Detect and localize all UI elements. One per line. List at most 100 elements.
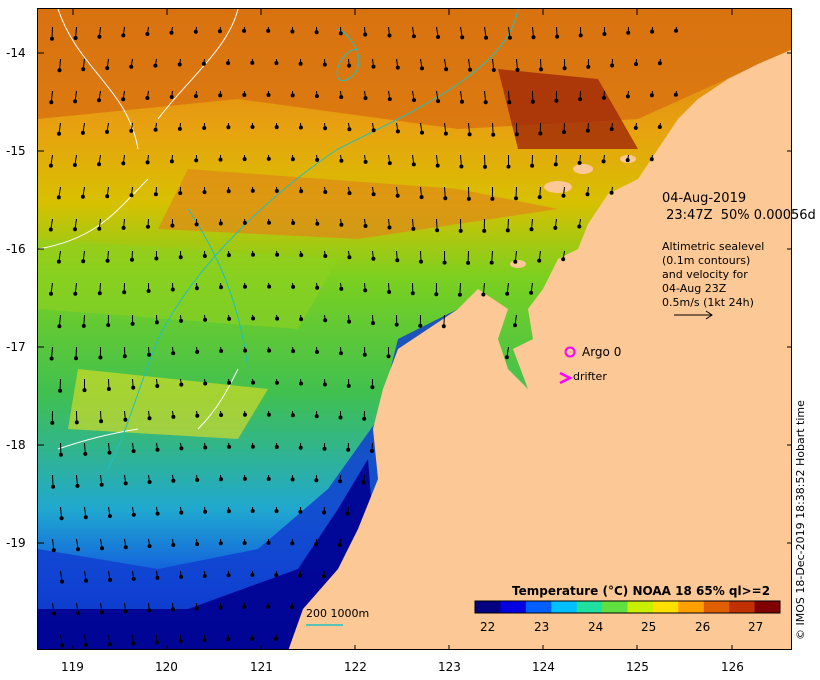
velocity-arrow-head [555, 34, 560, 39]
velocity-arrow-head [530, 163, 535, 168]
velocity-arrow-head [57, 324, 62, 329]
velocity-arrow-head [489, 260, 494, 265]
velocity-arrow-head [169, 30, 174, 35]
velocity-arrow-head [179, 382, 184, 387]
velocity-arrow-head [218, 221, 223, 226]
velocity-arrow-head [50, 420, 55, 425]
lon-label: 119 [61, 660, 84, 674]
velocity-arrow-head [459, 164, 464, 169]
velocity-arrow-head [146, 224, 150, 229]
velocity-arrow-head [202, 126, 207, 130]
velocity-arrow-head [468, 67, 473, 72]
velocity-arrow-head [633, 125, 638, 130]
velocity-arrow-head [219, 349, 224, 353]
velocity-arrow-head [179, 446, 184, 451]
velocity-arrow-head [107, 514, 112, 519]
velocity-arrow-head [123, 417, 128, 422]
velocity-arrow-head [121, 97, 126, 102]
velocity-arrow-head [347, 191, 352, 196]
velocity-arrow-head [74, 420, 79, 425]
velocity-arrow-head [74, 356, 78, 361]
velocity-arrow-head [170, 223, 175, 228]
velocity-arrow-head [649, 93, 654, 98]
velocity-arrow-head [227, 380, 232, 385]
velocity-arrow-head [314, 542, 319, 547]
velocity-arrow-head [290, 477, 295, 482]
velocity-arrow-head [345, 511, 350, 516]
velocity-arrow-head [323, 190, 328, 194]
velocity-arrow-head [562, 130, 566, 135]
velocity-arrow-head [515, 67, 520, 72]
velocity-arrow-head [131, 385, 136, 390]
velocity-arrow-head [298, 445, 303, 450]
velocity-arrow-head [80, 194, 85, 199]
velocity-arrow-head [107, 642, 112, 647]
velocity-arrow-head [218, 605, 223, 610]
velocity-arrow-head [419, 259, 423, 264]
drifter-label: drifter [573, 370, 607, 383]
velocity-arrow-head [250, 60, 255, 65]
velocity-arrow-head [466, 260, 471, 265]
velocity-arrow-head [266, 604, 271, 609]
velocity-arrow-head [387, 33, 392, 38]
velocity-arrow-head [370, 385, 375, 390]
velocity-arrow-head [650, 29, 655, 34]
velocity-arrow-head [226, 573, 231, 578]
velocity-arrow-head [153, 192, 158, 197]
velocity-arrow-head [482, 228, 487, 233]
velocity-arrow-head [339, 286, 344, 291]
velocity-arrow-head [586, 64, 591, 69]
velocity-arrow-head [458, 228, 463, 233]
velocity-arrow-head [50, 36, 54, 41]
colorbar-tick: 24 [588, 620, 604, 634]
velocity-arrow-head [100, 610, 104, 615]
argo-marker[interactable] [564, 346, 576, 358]
colorbar-swatch [627, 601, 654, 613]
velocity-arrow-head [505, 228, 510, 233]
velocity-arrow-head [323, 318, 328, 323]
velocity-arrow-head [147, 608, 152, 613]
velocity-arrow-head [578, 33, 583, 38]
mid-band [38, 239, 338, 329]
velocity-arrow-head [267, 284, 272, 289]
velocity-arrow-head [97, 291, 102, 296]
lat-label: -16 [6, 242, 26, 256]
velocity-arrow-head [84, 642, 88, 647]
velocity-arrow-head [48, 227, 53, 232]
velocity-arrow-head [626, 30, 631, 35]
velocity-arrow-head [561, 257, 566, 262]
velocity-arrow-head [106, 323, 111, 328]
velocity-arrow-head [56, 195, 61, 200]
velocity-arrow-head [195, 477, 200, 482]
velocity-arrow-head [75, 483, 80, 488]
velocity-arrow-head [395, 193, 400, 198]
velocity-arrow-head [505, 291, 510, 296]
velocity-arrow-head [100, 546, 104, 551]
velocity-arrow-head [218, 541, 223, 546]
velocity-arrow-head [219, 285, 223, 290]
lon-label: 126 [721, 660, 744, 674]
velocity-arrow-head [363, 288, 368, 293]
velocity-arrow-head [250, 636, 255, 641]
velocity-arrow-head [339, 158, 344, 163]
velocity-arrow-head [84, 578, 89, 583]
lat-label: -17 [6, 340, 26, 354]
velocity-arrow-head [107, 450, 112, 455]
velocity-arrow-head [625, 158, 630, 163]
velocity-arrow-head [179, 574, 184, 579]
velocity-arrow-head [203, 317, 208, 322]
velocity-arrow-head [219, 477, 223, 482]
velocity-arrow-head [76, 547, 80, 552]
velocity-arrow-head [491, 68, 496, 72]
velocity-arrow-head [490, 196, 495, 201]
velocity-arrow-head [226, 253, 231, 258]
lat-label: -15 [6, 144, 26, 158]
velocity-arrow-head [48, 163, 53, 168]
velocity-arrow-head [314, 478, 319, 483]
drifter-marker[interactable] [559, 371, 573, 385]
velocity-arrow-head [171, 478, 176, 483]
velocity-arrow-head [371, 256, 376, 261]
velocity-arrow-head [226, 125, 231, 130]
lon-label: 123 [438, 660, 461, 674]
velocity-arrow-head [483, 100, 488, 105]
